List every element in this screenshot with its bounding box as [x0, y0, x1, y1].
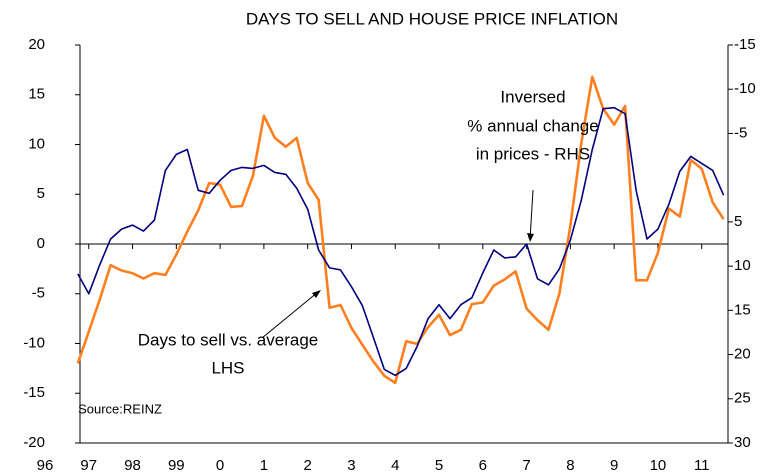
x-tick-label: 5: [435, 457, 443, 474]
y-tick-label: -20: [23, 434, 45, 451]
y-tick-label: -5: [32, 285, 45, 302]
x-tick-label: 2: [304, 457, 312, 474]
y2-tick-label: 10: [734, 257, 751, 274]
y-tick-label: -10: [23, 334, 45, 351]
x-tick-label: 7: [522, 457, 530, 474]
y2-tick-label: 30: [734, 434, 751, 451]
annotation: Inversed: [500, 87, 565, 106]
chart-title: DAYS TO SELL AND HOUSE PRICE INFLATION: [246, 9, 618, 28]
series-line: [76, 75, 725, 385]
y2-tick-label: -5: [734, 124, 747, 141]
y2-tick-label: 5: [734, 213, 742, 230]
x-tick-label: 6: [479, 457, 487, 474]
y2-tick-label: -15: [734, 36, 756, 53]
annotation: Days to sell vs. average: [138, 330, 318, 349]
y2-tick-label: 25: [734, 390, 751, 407]
x-tick-label: 99: [168, 457, 185, 474]
arrow-head: [312, 290, 321, 298]
x-tick-label: 9: [610, 457, 618, 474]
x-tick-label: 98: [124, 457, 141, 474]
arrow: [261, 291, 319, 339]
series-line: [77, 106, 725, 377]
x-tick-label: 3: [347, 457, 355, 474]
x-tick-label: 96: [37, 457, 54, 474]
y2-tick-label: 20: [734, 346, 751, 363]
x-tick-label: 1: [260, 457, 268, 474]
x-tick-label: 0: [216, 457, 224, 474]
x-tick-label: 8: [566, 457, 574, 474]
y-tick-label: 10: [28, 135, 45, 152]
y2-tick-label: -10: [734, 80, 756, 97]
x-tick-label: 4: [391, 457, 399, 474]
x-tick-label: 11: [694, 457, 710, 474]
arrow-head: [527, 233, 534, 242]
y-tick-label: 20: [28, 36, 45, 53]
y-tick-label: -15: [23, 384, 45, 401]
x-tick-label: 97: [80, 457, 97, 474]
annotation: in prices - RHS: [476, 144, 590, 163]
x-tick-label: 10: [650, 457, 667, 474]
annotation: % annual change: [467, 116, 598, 135]
y-tick-label: 5: [37, 185, 45, 202]
y-tick-label: 15: [28, 86, 45, 103]
annotation: LHS: [211, 358, 244, 377]
arrow: [529, 189, 534, 241]
y2-tick-label: 15: [734, 301, 751, 318]
annotation: Source:REINZ: [78, 401, 162, 416]
y-tick-label: 0: [37, 235, 45, 252]
